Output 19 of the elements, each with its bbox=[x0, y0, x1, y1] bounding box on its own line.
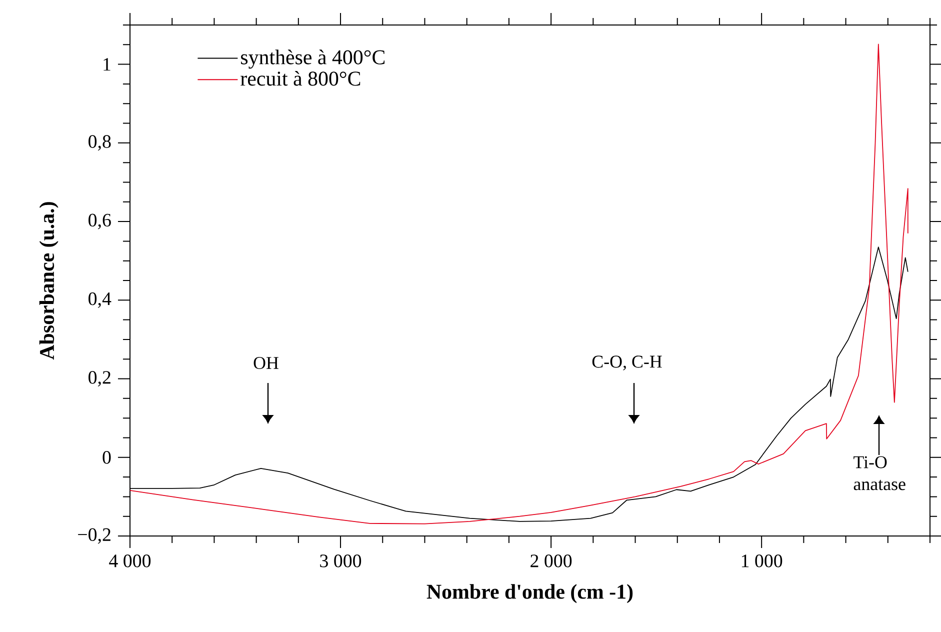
line-series bbox=[130, 44, 908, 524]
x-axis-title: Nombre d'onde (cm -1) bbox=[426, 584, 633, 604]
annotation: Ti-O anatase bbox=[854, 456, 906, 490]
y-tick-label: 0 bbox=[102, 451, 111, 464]
y-tick-label: 1 bbox=[104, 58, 110, 71]
y-tick-label: 0,4 bbox=[88, 292, 112, 308]
annotation: OH bbox=[254, 356, 278, 370]
y-tick-label: 0,6 bbox=[88, 214, 111, 230]
legend-label: synthèse à 400°C bbox=[241, 50, 385, 69]
annotation: C-O, C-H bbox=[592, 356, 662, 370]
y-tick-label: −0,2 bbox=[78, 528, 110, 544]
y-axis-title: Absorbance (u.a.) bbox=[39, 202, 58, 360]
x-tick-label: 4 000 bbox=[109, 554, 151, 568]
y-tick-label: 0,8 bbox=[88, 135, 111, 151]
y-tick-label: 0,2 bbox=[88, 371, 110, 387]
x-tick-label: 1 000 bbox=[742, 554, 782, 568]
x-tick-label: 3 000 bbox=[320, 554, 362, 568]
x-tick-label: 2 000 bbox=[530, 554, 572, 568]
legend-label: recuit à 800°C bbox=[240, 70, 360, 86]
